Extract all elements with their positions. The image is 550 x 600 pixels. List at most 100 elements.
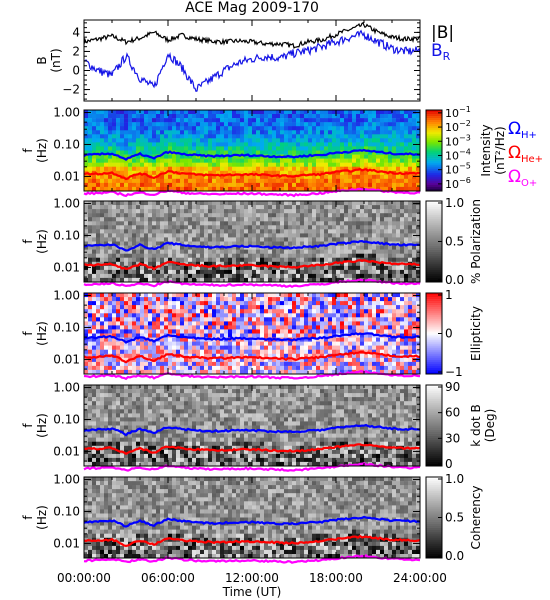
colorbar-cell — [426, 223, 442, 226]
spectrogram-cell — [276, 186, 281, 192]
spectrogram-cell — [232, 158, 237, 163]
spectrogram-cell — [92, 333, 97, 338]
spectrogram-cell — [172, 205, 177, 210]
spectrogram-cell — [252, 146, 257, 151]
spectrogram-cell — [256, 178, 261, 184]
spectrogram-cell — [164, 277, 169, 283]
spectrogram-cell — [140, 162, 145, 168]
spectrogram-cell — [184, 317, 189, 322]
spectrogram-cell — [108, 317, 113, 322]
spectrogram-cell — [388, 269, 393, 275]
spectrogram-cell — [320, 186, 325, 192]
spectrogram-cell — [292, 150, 297, 155]
spectrogram-cell — [84, 273, 89, 279]
spectrogram-cell — [300, 118, 305, 123]
spectrogram-cell — [244, 225, 249, 230]
spectrogram-cell — [224, 225, 229, 230]
spectrogram-cell — [332, 130, 337, 135]
spectrogram-cell — [84, 301, 89, 306]
spectrogram-cell — [208, 213, 213, 218]
spectrogram-cell — [216, 329, 221, 334]
spectrogram-cell — [220, 110, 225, 115]
spectrogram-cell — [392, 229, 397, 234]
spectrogram-cell — [356, 209, 361, 214]
spectrogram-cell — [384, 201, 389, 206]
spectrogram-cell — [272, 201, 277, 206]
spectrogram-cell — [248, 277, 253, 283]
spectrogram-cell — [136, 178, 141, 184]
spectrogram-cell — [244, 146, 249, 151]
spectrogram-cell — [204, 357, 209, 363]
spectrogram-cell — [272, 317, 277, 322]
spectrogram-cell — [244, 305, 249, 310]
spectrogram-cell — [332, 178, 337, 184]
spectrogram-cell — [96, 114, 101, 119]
spectrogram-cell — [148, 369, 153, 375]
spectrogram-cell — [252, 186, 257, 192]
spectrogram-cell — [372, 158, 377, 163]
spectrogram-cell — [208, 369, 213, 375]
colorbar-cell — [426, 247, 442, 250]
spectrogram-cell — [188, 166, 193, 172]
spectrogram-cell — [344, 146, 349, 151]
spectrogram-cell — [292, 297, 297, 302]
spectrogram-cell — [164, 118, 169, 123]
spectrogram-cell — [232, 277, 237, 283]
spectrogram-cell — [312, 186, 317, 192]
spectrogram-cell — [260, 325, 265, 330]
spectrogram-cell — [340, 269, 345, 275]
spectrogram-cell — [144, 261, 149, 267]
spectrogram-cell — [100, 158, 105, 163]
spectrogram-cell — [176, 201, 181, 206]
spectrogram-cell — [228, 213, 233, 218]
spectrogram-cell — [352, 265, 357, 271]
spectrogram-cell — [200, 361, 205, 367]
spectrogram-cell — [308, 186, 313, 192]
spectrogram-cell — [124, 365, 129, 371]
spectrogram-cell — [252, 201, 257, 206]
spectrogram-cell — [316, 277, 321, 283]
spectrogram-cell — [156, 309, 161, 314]
spectrogram-cell — [400, 154, 405, 159]
spectrogram-cell — [300, 357, 305, 363]
spectrogram-cell — [152, 249, 157, 254]
spectrogram-cell — [376, 221, 381, 226]
spectrogram-cell — [288, 209, 293, 214]
spectrogram-cell — [136, 253, 141, 259]
spectrogram-cell — [112, 186, 117, 192]
spectrogram-cell — [136, 301, 141, 306]
spectrogram-cell — [336, 305, 341, 310]
spectrogram-cell — [252, 321, 257, 326]
spectrogram-cell — [152, 273, 157, 279]
spectrogram-cell — [260, 110, 265, 115]
spectrogram-cell — [144, 369, 149, 375]
colorbar-cell — [426, 249, 442, 252]
spectrogram-cell — [380, 138, 385, 143]
spectrogram-cell — [236, 329, 241, 334]
spectrogram-cell — [236, 201, 241, 206]
spectrogram-cell — [404, 134, 409, 139]
spectrogram-cell — [212, 349, 217, 355]
spectrogram-cell — [364, 178, 369, 184]
spectrogram-cell — [188, 150, 193, 155]
spectrogram-cell — [256, 297, 261, 302]
spectrogram-cell — [400, 241, 405, 246]
spectrogram-cell — [336, 257, 341, 263]
spectrogram-cell — [316, 201, 321, 206]
spectrogram-cell — [260, 174, 265, 180]
spectrogram-cell — [220, 265, 225, 271]
spectrogram-cell — [84, 349, 89, 355]
spectrogram-cell — [200, 313, 205, 318]
spectrogram-cell — [192, 122, 197, 127]
spectrogram-cell — [92, 205, 97, 210]
spectrogram-cell — [352, 209, 357, 214]
spectrogram-cell — [124, 337, 129, 342]
spectrogram-cell — [96, 174, 101, 180]
spectrogram-cell — [272, 321, 277, 326]
spectrogram-cell — [132, 269, 137, 275]
spectrogram-cell — [388, 209, 393, 214]
spectrogram-cell — [84, 146, 89, 151]
spectrogram-cell — [116, 229, 121, 234]
spectrogram-cell — [168, 166, 173, 172]
spectrogram-cell — [124, 150, 129, 155]
